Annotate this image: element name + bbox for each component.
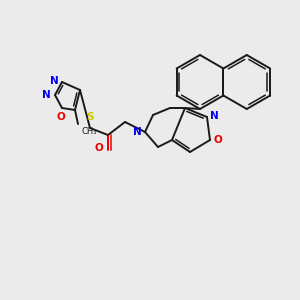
Text: O: O xyxy=(94,143,103,153)
Text: S: S xyxy=(86,112,94,122)
Text: CH₃: CH₃ xyxy=(81,127,97,136)
Text: O: O xyxy=(57,112,65,122)
Text: N: N xyxy=(42,90,51,100)
Text: N: N xyxy=(210,111,219,121)
Text: O: O xyxy=(213,135,222,145)
Text: N: N xyxy=(50,76,59,86)
Text: N: N xyxy=(133,127,142,137)
